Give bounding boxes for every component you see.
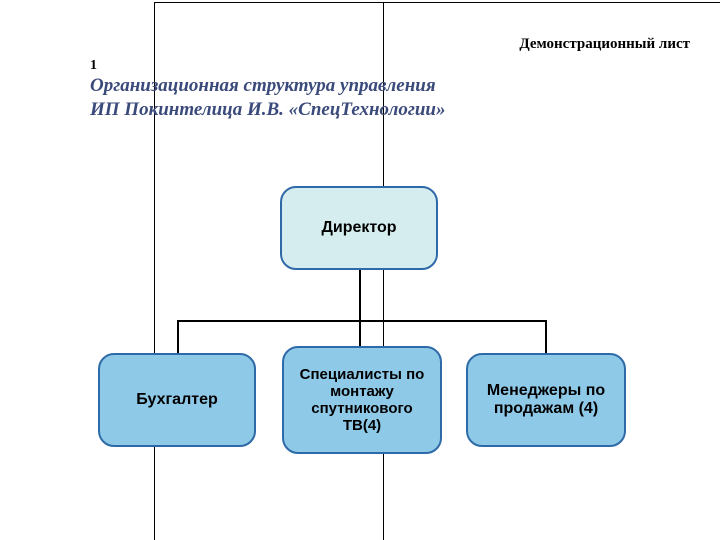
box-accountant-label: Бухгалтер: [136, 391, 218, 409]
box-managers-label: Менеджеры по продажам (4): [476, 382, 616, 418]
page-title: Организационная структура управления ИП …: [90, 74, 445, 122]
grid-top-line: [154, 2, 720, 3]
box-accountant: Бухгалтер: [98, 353, 256, 447]
connector-drop-left: [177, 320, 179, 353]
box-specialists: Специалисты по монтажу спутникового ТВ(4…: [282, 346, 442, 454]
connector-drop-right: [545, 320, 547, 353]
connector-hbar: [177, 320, 547, 322]
box-specialists-label: Специалисты по монтажу спутникового ТВ(4…: [292, 366, 432, 434]
connector-drop-center: [359, 320, 361, 346]
box-managers: Менеджеры по продажам (4): [466, 353, 626, 447]
box-director: Директор: [280, 186, 438, 270]
page-number: 1: [90, 58, 97, 74]
corner-label: Демонстрационный лист: [519, 36, 690, 53]
box-director-label: Директор: [321, 219, 396, 237]
